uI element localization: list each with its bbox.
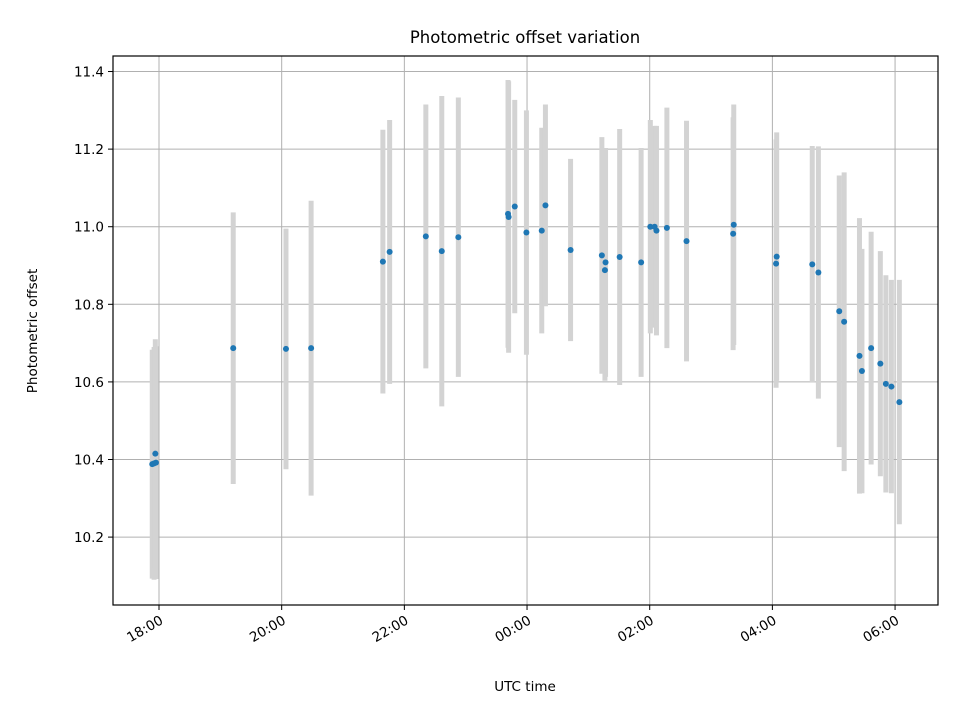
y-tick-label: 10.8	[74, 297, 104, 313]
chart-title: Photometric offset variation	[410, 28, 640, 47]
data-point	[538, 227, 545, 234]
data-point	[282, 345, 289, 352]
data-point	[386, 248, 393, 255]
data-point	[422, 233, 429, 240]
data-point	[542, 202, 549, 209]
data-point	[663, 224, 670, 231]
data-point	[856, 352, 863, 359]
data-point	[896, 399, 903, 406]
data-point	[638, 259, 645, 266]
data-point	[868, 345, 875, 352]
data-point	[511, 203, 518, 210]
data-point	[602, 259, 609, 266]
data-point	[567, 246, 574, 253]
y-tick-label: 11.0	[74, 220, 104, 236]
data-point	[683, 238, 690, 245]
y-axis-label: Photometric offset	[25, 269, 41, 393]
data-point	[601, 267, 608, 274]
data-point	[308, 345, 315, 352]
y-tick-label: 11.4	[74, 65, 104, 81]
data-point	[815, 269, 822, 276]
data-point	[841, 318, 848, 325]
data-point	[836, 308, 843, 315]
data-point	[773, 253, 780, 260]
data-point	[505, 214, 512, 221]
data-point	[730, 221, 737, 228]
x-axis-label: UTC time	[494, 679, 556, 695]
data-point	[152, 459, 159, 466]
y-tick-label: 10.6	[74, 375, 104, 391]
y-axis-ticks: 10.2 10.4 10.6 10.8 11.0 11.2 11.4	[74, 65, 113, 546]
data-point	[152, 450, 159, 457]
data-points	[149, 202, 903, 468]
data-point	[877, 360, 884, 367]
data-point	[730, 230, 737, 237]
data-point	[523, 229, 530, 236]
data-point	[616, 253, 623, 260]
data-point	[379, 258, 386, 265]
data-point	[773, 260, 780, 267]
data-point	[438, 248, 445, 255]
y-tick-label: 10.2	[74, 530, 104, 546]
data-point	[230, 345, 237, 352]
data-point	[455, 234, 462, 241]
data-point	[882, 380, 889, 387]
data-point	[647, 223, 654, 230]
data-point	[888, 383, 895, 390]
y-tick-label: 10.4	[74, 453, 104, 469]
data-point	[653, 227, 660, 234]
y-tick-label: 11.2	[74, 142, 104, 158]
plot-frame	[112, 55, 939, 606]
data-point	[858, 368, 865, 375]
data-point	[598, 252, 605, 259]
data-point	[809, 261, 816, 268]
